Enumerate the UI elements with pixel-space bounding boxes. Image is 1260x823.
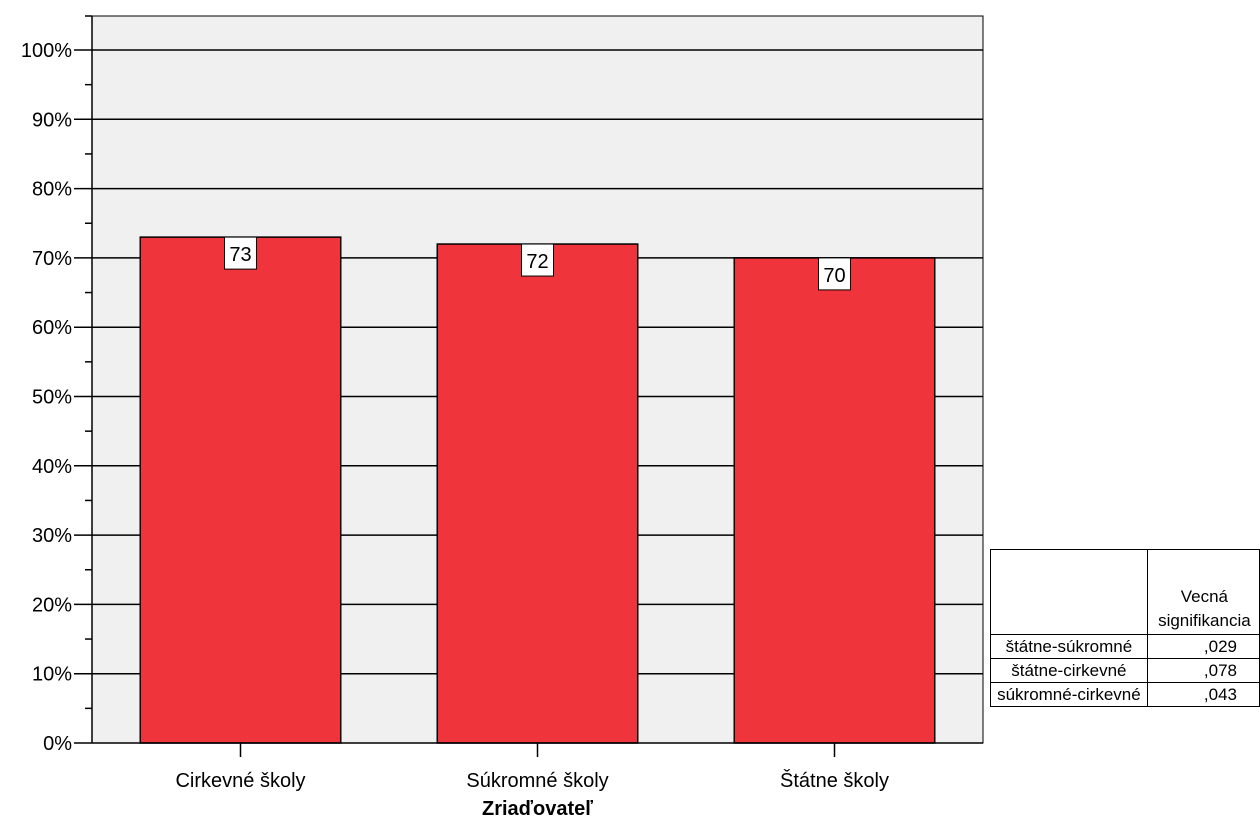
bar	[436, 243, 639, 744]
table-header-row: Vecná signifikancia	[990, 549, 1260, 635]
header-line-2: signifikancia	[1158, 611, 1251, 631]
x-axis-title: Zriaďovateľ	[482, 798, 593, 820]
y-tick-label: 0%	[43, 733, 72, 755]
row-label: súkromné-cirkevné	[990, 682, 1148, 707]
row-value: ,078	[1146, 658, 1260, 683]
x-tick-label: Súkromné školy	[466, 770, 608, 792]
row-label: štátne-cirkevné	[990, 658, 1148, 683]
data-label-box	[818, 257, 851, 291]
table-row: štátne-súkromné ,029	[990, 634, 1260, 659]
y-tick-label: 40%	[32, 456, 72, 478]
axes: 0% 10% 20% 30% 40% 50% 60% 70% 80% 90% 100% Cirkevn…	[21, 15, 983, 792]
bar	[139, 236, 342, 744]
y-tick-label: 80%	[32, 179, 72, 201]
y-tick-label: 20%	[32, 594, 72, 616]
x-tick-label: Cirkevné školy	[175, 770, 305, 792]
y-tick-label: 30%	[32, 525, 72, 547]
header-line-1: Vecná	[1180, 586, 1229, 606]
data-label: 72	[526, 251, 548, 273]
y-tick-label: 10%	[32, 664, 72, 686]
x-tick-label: Štátne školy	[780, 769, 889, 792]
table-header-cell: Vecná signifikancia	[1146, 549, 1260, 635]
y-tick-label: 60%	[32, 317, 72, 339]
row-value: ,043	[1146, 682, 1260, 707]
bars: 73 72 70	[139, 236, 936, 744]
data-label: 70	[823, 265, 845, 287]
y-tick-label: 70%	[32, 248, 72, 270]
table-row: štátne-cirkevné ,078	[990, 658, 1260, 683]
y-tick-label: 90%	[32, 109, 72, 131]
data-label-box	[224, 236, 257, 270]
table-header-empty	[990, 549, 1148, 635]
significance-table: Vecná signifikancia štátne-súkromné ,029…	[990, 549, 1260, 707]
bar	[733, 257, 936, 744]
y-tick-label: 100%	[21, 40, 72, 62]
row-label: štátne-súkromné	[990, 634, 1148, 659]
data-label: 73	[229, 244, 251, 266]
y-tick-label: 50%	[32, 387, 72, 409]
table-row: súkromné-cirkevné ,043	[990, 682, 1260, 707]
row-value: ,029	[1146, 634, 1260, 659]
data-label-box	[521, 243, 554, 277]
